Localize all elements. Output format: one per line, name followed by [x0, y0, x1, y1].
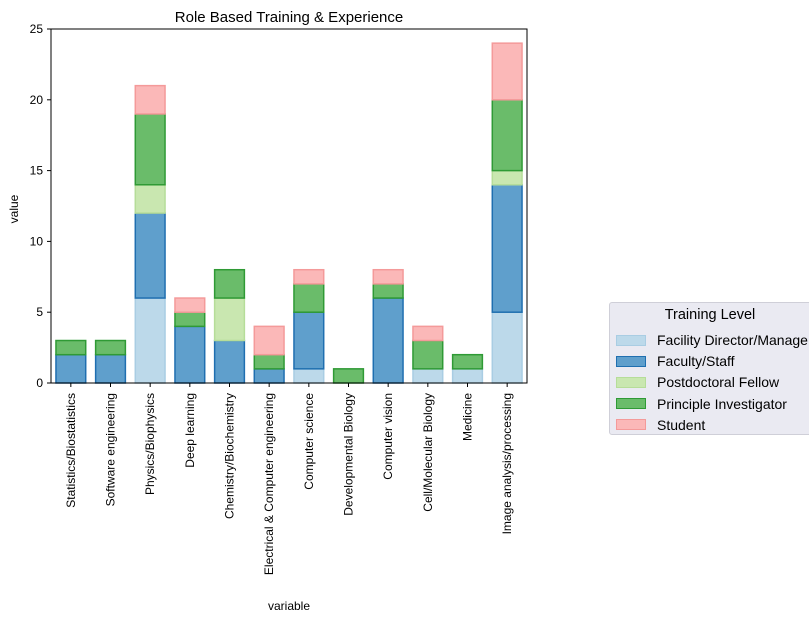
- legend-label: Facility Director/Manage: [657, 332, 808, 348]
- bar-segment: [134, 84, 166, 115]
- bar-segment: [134, 184, 166, 214]
- x-tick-label: Physics/Biophysics: [143, 393, 157, 495]
- bar-segment: [332, 368, 365, 384]
- legend-title: Training Level: [664, 307, 756, 323]
- x-tick-label: Electrical & Computer engineering: [262, 393, 276, 575]
- bar-segment: [253, 353, 285, 370]
- legend-swatch: [616, 334, 646, 346]
- x-tick-label: Software engineering: [104, 393, 118, 506]
- bar-segment: [134, 297, 166, 384]
- bar-segment: [491, 42, 523, 101]
- bar-segment: [253, 368, 285, 384]
- legend-label: Postdoctoral Fellow: [657, 374, 780, 391]
- bar-segment: [213, 297, 246, 342]
- x-tick-label: Chemistry/Biochemistry: [223, 393, 237, 519]
- bar-segment: [174, 325, 206, 384]
- bar-segment: [491, 311, 523, 384]
- y-tick-label: 10: [30, 234, 44, 248]
- y-axis-label: value: [7, 194, 21, 223]
- plot-frame: [50, 28, 528, 384]
- bar-segment: [451, 368, 484, 384]
- x-tick-label: Computer science: [302, 393, 316, 490]
- bar-segment: [372, 297, 404, 384]
- bar-segment: [55, 339, 87, 356]
- bar-segment: [293, 368, 325, 384]
- y-tick-label: 25: [30, 22, 44, 36]
- x-tick-label: Statistics/Biostatistics: [64, 393, 78, 508]
- legend-label: Faculty/Staff: [657, 353, 735, 370]
- x-tick-label: Image analysis/processing: [500, 393, 514, 534]
- bar-segment: [293, 268, 325, 285]
- bar-segment: [372, 268, 404, 285]
- bar-segment: [412, 368, 444, 384]
- x-tick-label: Computer vision: [381, 393, 395, 480]
- bar-segment: [451, 353, 484, 370]
- bar-segment: [491, 184, 523, 313]
- x-tick-label: Deep learning: [183, 393, 197, 468]
- legend-label: Principle Investigator: [657, 395, 787, 412]
- y-tick-label: 15: [30, 164, 44, 178]
- legend-entry: Facility Director/Manage: [616, 331, 808, 349]
- bar-segment: [55, 353, 87, 384]
- bar-segment: [372, 283, 404, 299]
- bar-segment: [412, 339, 444, 370]
- legend-swatch: [616, 376, 646, 388]
- y-tick-label: 0: [36, 376, 43, 390]
- x-axis: Statistics/Biostatistics Software enginee…: [64, 383, 514, 575]
- bar-segment: [174, 297, 206, 313]
- bar-segment: [213, 339, 246, 384]
- x-tick-label: Medicine: [461, 393, 475, 441]
- chart-title: Role Based Training & Experience: [175, 9, 403, 26]
- bar-segment: [174, 311, 206, 328]
- legend-entry: Student: [616, 416, 705, 434]
- legend-entry: Principle Investigator: [616, 395, 787, 413]
- bar-segment: [253, 325, 285, 356]
- bar-segment: [213, 268, 246, 299]
- bars-layer: [55, 42, 523, 384]
- bar-segment: [491, 99, 523, 172]
- legend-entry: Faculty/Staff: [616, 352, 735, 370]
- bar-segment: [412, 325, 444, 342]
- legend: Training Level Facility Director/Manage F…: [609, 302, 809, 435]
- legend-swatch: [616, 398, 646, 410]
- bar-segment: [293, 283, 325, 313]
- bar-segment: [134, 212, 166, 299]
- x-tick-label: Developmental Biology: [342, 393, 356, 516]
- bar-segment: [491, 169, 523, 186]
- legend-swatch: [616, 355, 646, 367]
- y-axis: 0 5 10 15 20 25: [30, 22, 51, 390]
- y-tick-label: 20: [30, 93, 44, 107]
- bar-segment: [94, 339, 127, 356]
- y-tick-label: 5: [36, 305, 43, 319]
- x-tick-label: Cell/Molecular Biology: [421, 393, 435, 512]
- x-axis-label: variable: [268, 599, 310, 613]
- bar-segment: [293, 311, 325, 370]
- bar-segment: [94, 353, 127, 384]
- legend-entry: Postdoctoral Fellow: [616, 373, 779, 391]
- bar-segment: [134, 113, 166, 186]
- legend-swatch: [616, 419, 646, 431]
- legend-label: Student: [657, 416, 706, 433]
